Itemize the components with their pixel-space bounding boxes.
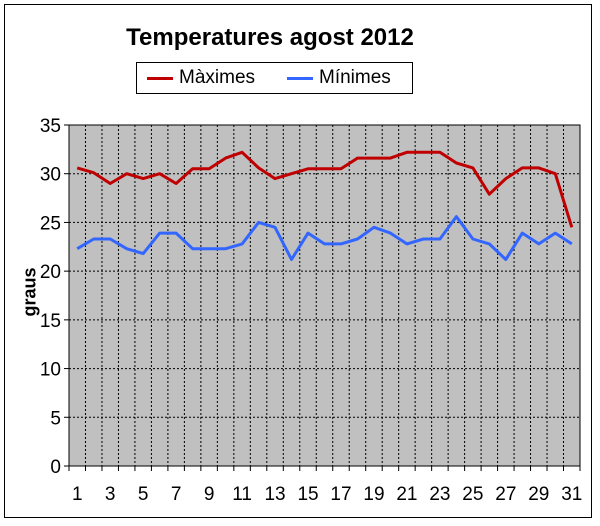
y-tick-label: 20 [40,262,61,283]
x-tick-label: 11 [232,484,252,505]
series-line-maximes [76,150,574,228]
x-tick-label: 29 [528,484,549,505]
chart-title: Temperatures agost 2012 [126,24,414,51]
x-tick-label: 31 [561,484,582,505]
x-tick-label: 17 [330,484,351,505]
x-tick-label: 25 [462,484,483,505]
x-tick-label: 5 [138,484,149,505]
x-tick-label: 21 [396,484,417,505]
y-tick-label: 25 [40,213,61,234]
x-tick-label: 3 [105,484,116,505]
x-tick-label: 13 [264,484,285,505]
legend-entry-minimes: Mínimes [287,67,391,89]
y-tick-label: 30 [40,165,61,186]
legend: Màximes Mínimes [136,62,413,94]
y-tick-label: 0 [50,457,61,478]
x-tick-label: 15 [297,484,318,505]
x-tick-label: 7 [171,484,182,505]
y-tick-label: 10 [40,360,61,381]
x-tick-label: 23 [429,484,450,505]
legend-label-minimes: Mínimes [319,67,391,88]
plot-background [69,125,580,466]
legend-swatch-maximes [147,76,173,80]
x-tick-label: 19 [363,484,384,505]
legend-swatch-minimes [287,76,313,80]
x-tick-label: 9 [204,484,215,505]
plot-border [68,124,581,467]
y-tick-label: 5 [50,408,61,429]
y-tick-label: 15 [40,311,61,332]
x-tick-label: 1 [72,484,83,505]
legend-entry-maximes: Màximes [147,67,255,89]
y-tick-label: 35 [40,116,61,137]
legend-label-maximes: Màximes [179,67,256,88]
series-line-minimes [76,215,573,261]
x-tick-label: 27 [495,484,516,505]
